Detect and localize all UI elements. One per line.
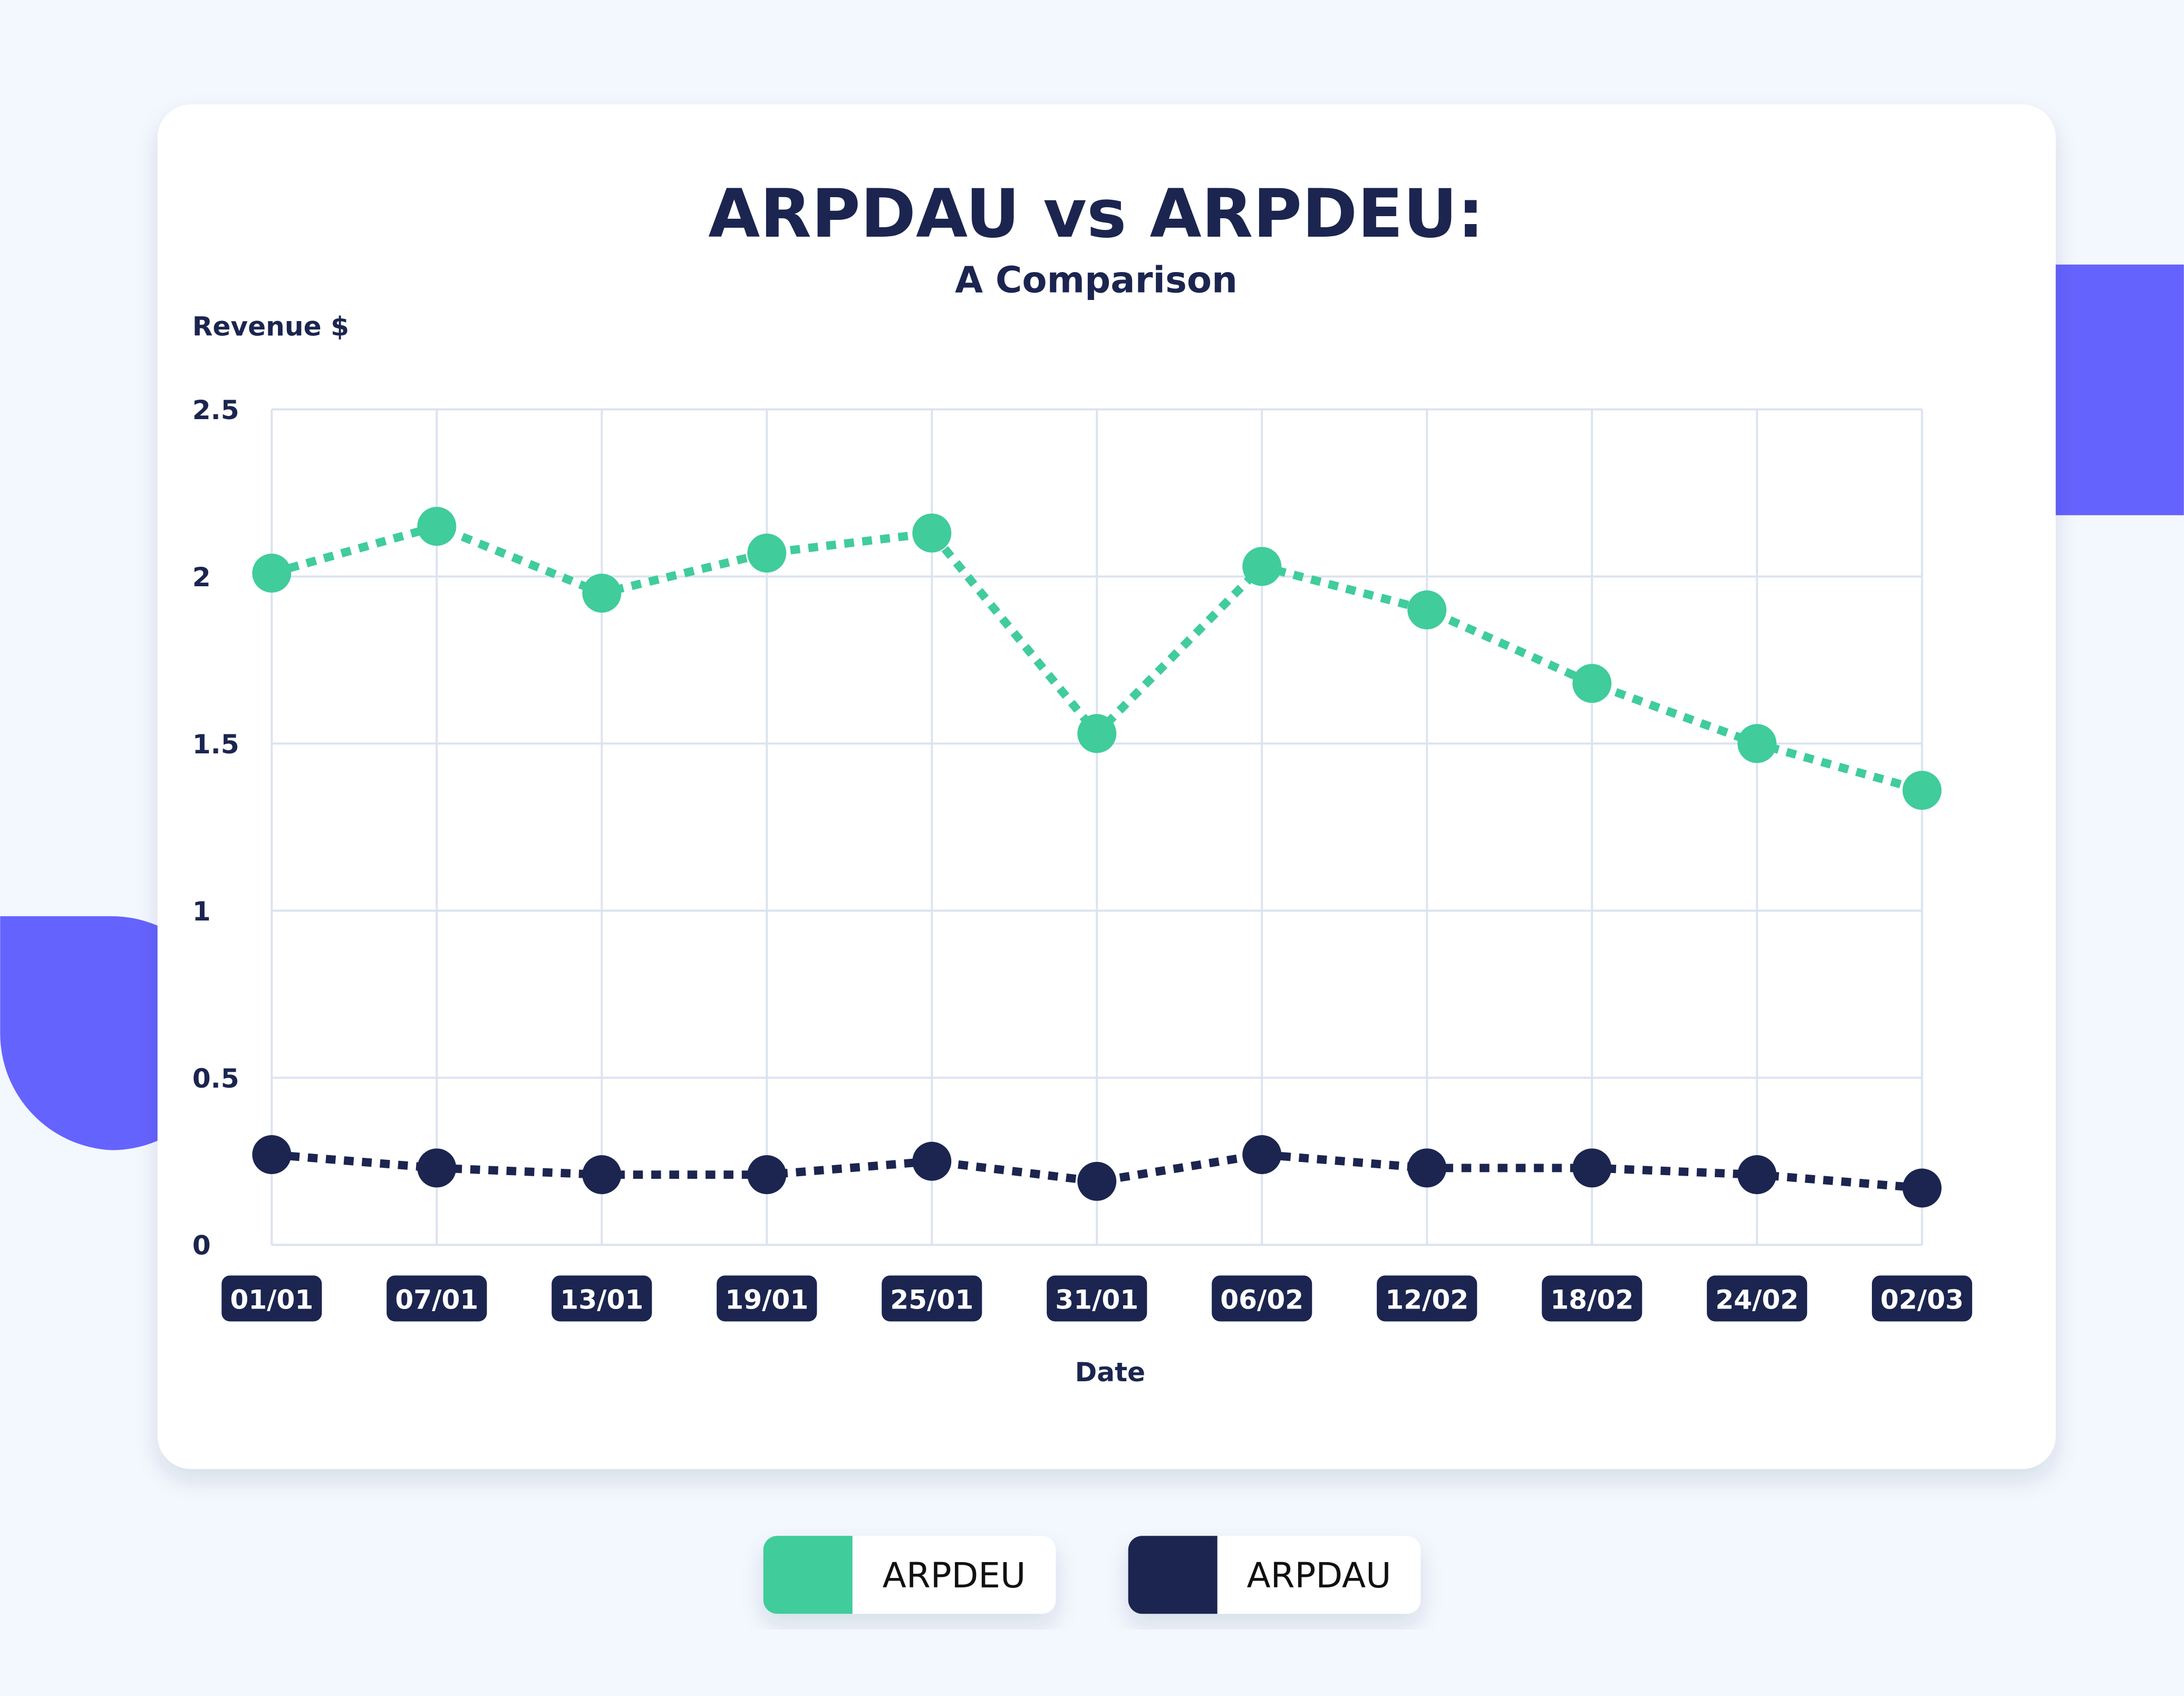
chart-card xyxy=(157,104,2056,1469)
y-tick-label: 0 xyxy=(192,1230,211,1261)
x-tick-label: 25/01 xyxy=(890,1284,973,1315)
chart-title: ARPDAU vs ARPDEU: xyxy=(708,175,1484,253)
x-tick-badge xyxy=(1872,1275,1973,1322)
x-tick-label: 02/03 xyxy=(1880,1284,1964,1315)
data-point-arpdeu xyxy=(417,507,457,546)
data-point-arpdau xyxy=(747,1155,787,1195)
y-tick-label: 1 xyxy=(192,896,211,927)
x-tick-label: 24/02 xyxy=(1715,1284,1799,1315)
x-axis-label: Date xyxy=(1075,1356,1146,1388)
data-point-arpdeu xyxy=(252,554,292,593)
data-point-arpdau xyxy=(417,1148,457,1188)
data-point-arpdau xyxy=(1242,1135,1282,1175)
x-tick-badge xyxy=(1047,1275,1147,1322)
data-point-arpdau xyxy=(1077,1161,1117,1201)
data-point-arpdau xyxy=(1902,1168,1942,1208)
legend-label: ARPDEU xyxy=(883,1555,1026,1596)
legend-swatch xyxy=(763,1536,853,1614)
data-point-arpdeu xyxy=(747,534,787,573)
x-tick-label: 06/02 xyxy=(1220,1284,1303,1315)
data-point-arpdau xyxy=(252,1135,292,1175)
data-point-arpdau xyxy=(1572,1148,1612,1188)
x-tick-label: 13/01 xyxy=(560,1284,643,1315)
x-tick-badge xyxy=(221,1275,322,1322)
x-tick-badge xyxy=(552,1275,652,1322)
x-tick-label: 18/02 xyxy=(1550,1284,1634,1315)
legend-label: ARPDAU xyxy=(1247,1555,1391,1596)
x-tick-badge xyxy=(882,1275,982,1322)
legend-swatch xyxy=(1128,1536,1217,1614)
data-point-arpdau xyxy=(582,1155,622,1195)
x-tick-label: 12/02 xyxy=(1385,1284,1468,1315)
legend: ARPDEU ARPDAU xyxy=(763,1536,1421,1614)
y-tick-label: 2 xyxy=(192,561,211,593)
x-tick-badge xyxy=(1377,1275,1477,1322)
x-tick-label: 07/01 xyxy=(395,1284,478,1315)
data-point-arpdeu xyxy=(1572,664,1612,703)
y-axis-label: Revenue $ xyxy=(192,311,349,342)
data-point-arpdeu xyxy=(1077,714,1117,753)
x-tick-badge xyxy=(1542,1275,1642,1322)
x-tick-label: 19/01 xyxy=(725,1284,808,1315)
data-point-arpdeu xyxy=(912,513,952,553)
x-tick-badge xyxy=(1707,1275,1808,1322)
data-point-arpdeu xyxy=(1242,547,1282,586)
data-point-arpdeu xyxy=(1407,590,1447,629)
data-point-arpdau xyxy=(1407,1148,1447,1188)
x-tick-badge xyxy=(717,1275,817,1322)
data-point-arpdau xyxy=(912,1141,952,1181)
series-layer xyxy=(252,507,1942,1208)
x-tick-badge xyxy=(1212,1275,1312,1322)
chart-subtitle: A Comparison xyxy=(955,259,1238,302)
x-tick-label: 01/01 xyxy=(230,1284,313,1315)
series-line-arpdau xyxy=(271,1150,1922,1193)
y-tick-label: 2.5 xyxy=(192,394,239,425)
data-point-arpdeu xyxy=(582,574,622,613)
data-point-arpdau xyxy=(1737,1155,1777,1195)
x-ticks: 01/01 07/01 13/01 19/01 25/01 31/01 06/02 12/02… xyxy=(221,1275,1973,1322)
x-tick-badge xyxy=(386,1275,487,1322)
data-point-arpdeu xyxy=(1737,724,1777,763)
x-tick-label: 31/01 xyxy=(1055,1284,1138,1315)
data-point-arpdeu xyxy=(1902,771,1942,810)
y-ticks: 0 0.5 1 1.5 2 2.5 xyxy=(192,394,239,1261)
y-tick-label: 0.5 xyxy=(192,1063,239,1094)
y-tick-label: 1.5 xyxy=(192,729,239,760)
